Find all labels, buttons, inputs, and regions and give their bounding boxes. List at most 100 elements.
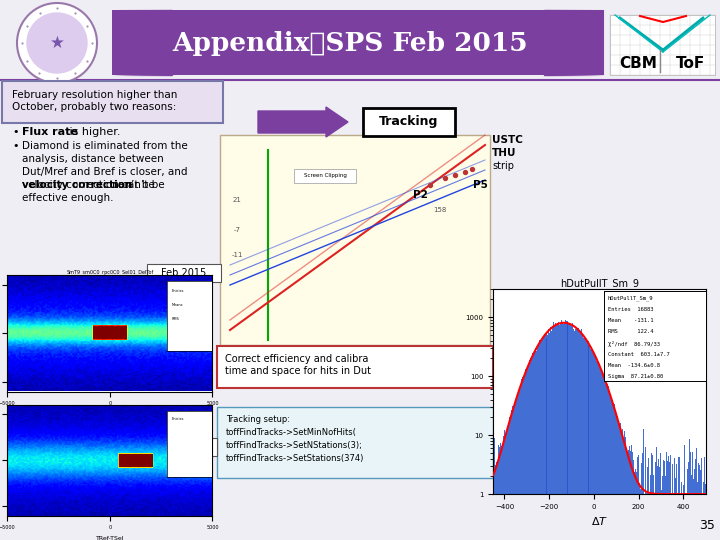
- Bar: [150, 10, 151, 75]
- FancyBboxPatch shape: [2, 81, 223, 123]
- Bar: [558, 10, 559, 75]
- Bar: [126, 10, 127, 75]
- Bar: [576, 10, 577, 75]
- Bar: [129, 10, 130, 75]
- Bar: [547, 10, 548, 75]
- Bar: [554, 10, 555, 75]
- Bar: [146, 10, 147, 75]
- Bar: [160, 10, 161, 75]
- Bar: [567, 10, 568, 75]
- Bar: [566, 10, 567, 75]
- Text: Tracking setup:: Tracking setup:: [226, 415, 290, 424]
- Bar: [112, 10, 113, 75]
- Text: -7: -7: [233, 227, 240, 233]
- FancyBboxPatch shape: [217, 346, 493, 388]
- Bar: [130, 10, 131, 75]
- Text: Appendix：SPS Feb 2015: Appendix：SPS Feb 2015: [172, 30, 528, 56]
- Bar: [171, 10, 172, 75]
- Bar: [133, 10, 134, 75]
- Text: Dut/Mref and Bref is closer, and: Dut/Mref and Bref is closer, and: [22, 167, 187, 177]
- FancyBboxPatch shape: [147, 264, 221, 282]
- Bar: [128, 10, 129, 75]
- Bar: [156, 10, 157, 75]
- Bar: [113, 10, 114, 75]
- Point: [439, 174, 451, 183]
- X-axis label: TRef-TSel: TRef-TSel: [96, 412, 124, 417]
- Bar: [157, 10, 158, 75]
- Bar: [561, 10, 562, 75]
- Bar: [124, 10, 125, 75]
- Bar: [571, 10, 572, 75]
- Bar: [151, 10, 152, 75]
- Bar: [137, 10, 138, 75]
- Bar: [161, 10, 162, 75]
- Bar: [154, 10, 155, 75]
- Bar: [153, 10, 154, 75]
- Bar: [142, 10, 143, 75]
- Bar: [152, 10, 153, 75]
- Text: effective enough.: effective enough.: [22, 193, 114, 203]
- Bar: [168, 10, 169, 75]
- Bar: [578, 10, 579, 75]
- Circle shape: [27, 13, 87, 73]
- Text: October, probably two reasons:: October, probably two reasons:: [12, 102, 176, 112]
- Text: THU: THU: [492, 148, 516, 158]
- Text: •: •: [12, 127, 19, 137]
- Bar: [584, 10, 585, 75]
- Bar: [119, 10, 120, 75]
- Bar: [564, 10, 565, 75]
- Bar: [579, 10, 580, 75]
- Bar: [589, 10, 590, 75]
- Bar: [596, 10, 597, 75]
- Bar: [118, 10, 119, 75]
- Bar: [135, 10, 136, 75]
- Bar: [553, 10, 554, 75]
- Title: hDutPullT_Sm_9: hDutPullT_Sm_9: [560, 278, 639, 289]
- Bar: [586, 10, 587, 75]
- Bar: [136, 10, 137, 75]
- X-axis label: TRef-TSel: TRef-TSel: [96, 536, 124, 540]
- Bar: [572, 10, 573, 75]
- Bar: [548, 10, 549, 75]
- Bar: [598, 10, 599, 75]
- Bar: [556, 10, 557, 75]
- Bar: [551, 10, 552, 75]
- Bar: [162, 10, 163, 75]
- Text: 35: 35: [699, 519, 715, 532]
- Point: [424, 181, 436, 190]
- Bar: [560, 10, 561, 75]
- Bar: [568, 10, 569, 75]
- Text: Oct 2014: Oct 2014: [160, 442, 204, 452]
- Text: Screen Clipping: Screen Clipping: [304, 173, 346, 179]
- FancyBboxPatch shape: [112, 10, 604, 75]
- Bar: [144, 10, 145, 75]
- Bar: [138, 10, 139, 75]
- Text: 158: 158: [433, 207, 446, 213]
- Text: toffFindTracks->SetStations(374): toffFindTracks->SetStations(374): [226, 454, 364, 463]
- Bar: [117, 10, 118, 75]
- Bar: [147, 10, 148, 75]
- Bar: [132, 10, 133, 75]
- Bar: [601, 10, 602, 75]
- FancyBboxPatch shape: [363, 108, 455, 136]
- Text: P2: P2: [413, 190, 428, 200]
- Text: 21: 21: [233, 197, 241, 203]
- Text: strip: strip: [492, 161, 514, 171]
- FancyBboxPatch shape: [294, 169, 356, 183]
- Bar: [165, 10, 166, 75]
- Bar: [148, 10, 149, 75]
- Text: CBM: CBM: [619, 56, 657, 71]
- Bar: [125, 10, 126, 75]
- Bar: [588, 10, 589, 75]
- Text: velocity correction can’t be: velocity correction can’t be: [22, 180, 165, 190]
- Bar: [140, 10, 141, 75]
- Bar: [577, 10, 578, 75]
- Bar: [170, 10, 171, 75]
- Bar: [158, 10, 159, 75]
- Bar: [123, 10, 124, 75]
- Text: toffFindTracks->SetMinNofHits(: toffFindTracks->SetMinNofHits(: [226, 428, 357, 437]
- Text: •: •: [12, 141, 19, 151]
- Text: -11: -11: [231, 252, 243, 258]
- Bar: [164, 10, 165, 75]
- Bar: [597, 10, 598, 75]
